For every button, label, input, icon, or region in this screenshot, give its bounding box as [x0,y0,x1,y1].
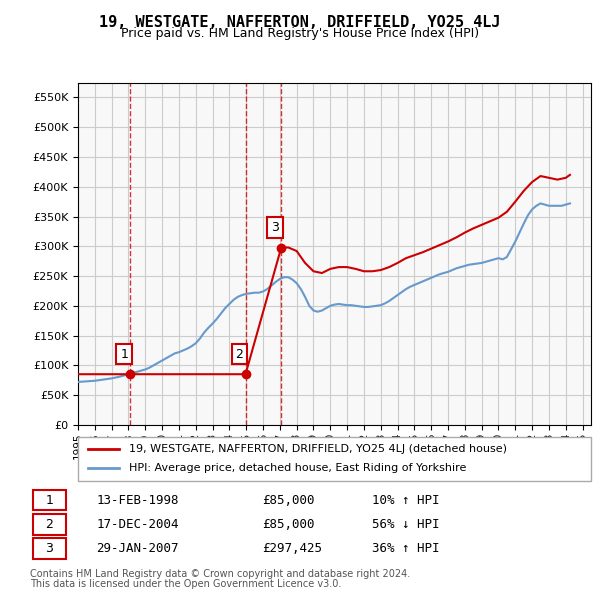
Text: Contains HM Land Registry data © Crown copyright and database right 2024.: Contains HM Land Registry data © Crown c… [30,569,410,579]
Text: 10% ↑ HPI: 10% ↑ HPI [372,493,440,507]
Text: 29-JAN-2007: 29-JAN-2007 [96,542,179,555]
Text: 3: 3 [46,542,53,555]
Text: 19, WESTGATE, NAFFERTON, DRIFFIELD, YO25 4LJ (detached house): 19, WESTGATE, NAFFERTON, DRIFFIELD, YO25… [130,444,508,454]
FancyBboxPatch shape [33,538,66,559]
Text: 19, WESTGATE, NAFFERTON, DRIFFIELD, YO25 4LJ: 19, WESTGATE, NAFFERTON, DRIFFIELD, YO25… [99,15,501,30]
Text: 1: 1 [46,493,53,507]
Text: 13-FEB-1998: 13-FEB-1998 [96,493,179,507]
Text: £85,000: £85,000 [262,518,314,531]
Text: HPI: Average price, detached house, East Riding of Yorkshire: HPI: Average price, detached house, East… [130,464,467,473]
FancyBboxPatch shape [33,514,66,535]
FancyBboxPatch shape [78,437,591,481]
Text: Price paid vs. HM Land Registry's House Price Index (HPI): Price paid vs. HM Land Registry's House … [121,27,479,40]
Text: 3: 3 [271,221,279,234]
Text: 1: 1 [120,348,128,360]
Text: 56% ↓ HPI: 56% ↓ HPI [372,518,440,531]
Text: 17-DEC-2004: 17-DEC-2004 [96,518,179,531]
FancyBboxPatch shape [33,490,66,510]
Text: 2: 2 [46,518,53,531]
Text: This data is licensed under the Open Government Licence v3.0.: This data is licensed under the Open Gov… [30,579,341,589]
Text: 36% ↑ HPI: 36% ↑ HPI [372,542,440,555]
Text: £85,000: £85,000 [262,493,314,507]
Text: 2: 2 [235,348,244,360]
Text: £297,425: £297,425 [262,542,322,555]
